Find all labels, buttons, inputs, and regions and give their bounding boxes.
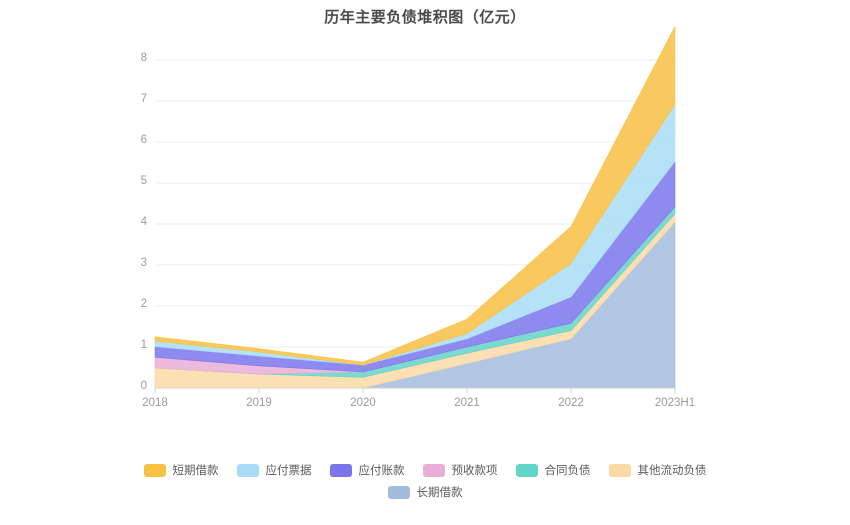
y-axis-tick-label: 0	[140, 380, 147, 392]
chart-plot-area	[154, 26, 676, 393]
legend-swatch-icon	[422, 463, 445, 477]
legend-label: 其他流动负债	[637, 465, 707, 477]
legend-swatch-icon	[387, 485, 410, 499]
legend-item-4[interactable]: 合同负债	[515, 462, 591, 478]
legend-item-6[interactable]: 长期借款	[387, 484, 463, 500]
legend-swatch-icon	[236, 463, 259, 477]
chart-legend: 短期借款 应付票据 应付账款 预收款项 合同负债 其他流动负债长期借款	[0, 462, 850, 500]
legend-item-0[interactable]: 短期借款	[143, 462, 219, 478]
x-axis-tick-label: 2019	[246, 397, 272, 409]
y-axis-tick-label: 4	[140, 216, 147, 228]
area-series-group	[154, 26, 676, 389]
y-axis-tick-label: 3	[140, 257, 147, 269]
y-axis-tick-label: 2	[140, 298, 147, 310]
y-axis-tick-label: 1	[140, 339, 147, 351]
legend-item-3[interactable]: 预收款项	[422, 462, 498, 478]
legend-label: 应付账款	[358, 465, 405, 477]
legend-swatch-icon	[143, 463, 166, 477]
legend-label: 合同负债	[544, 465, 591, 477]
legend-swatch-icon	[608, 463, 631, 477]
legend-item-1[interactable]: 应付票据	[236, 462, 312, 478]
legend-label: 应付票据	[265, 465, 312, 477]
legend-item-2[interactable]: 应付账款	[329, 462, 405, 478]
chart-title: 历年主要负债堆积图（亿元）	[324, 9, 526, 26]
y-axis-tick-label: 8	[140, 52, 147, 64]
legend-label: 短期借款	[172, 465, 219, 477]
x-axis-tick-label: 2021	[454, 397, 480, 409]
y-axis-tick-label: 6	[140, 134, 147, 146]
legend-swatch-icon	[515, 463, 538, 477]
legend-item-5[interactable]: 其他流动负债	[608, 462, 707, 478]
x-axis-tick-label: 2022	[558, 397, 584, 409]
y-axis-tick-label: 7	[140, 93, 147, 105]
legend-label: 预收款项	[451, 465, 498, 477]
x-axis-tick-label: 2018	[142, 397, 168, 409]
axis-lines	[154, 387, 676, 393]
y-axis-tick-label: 5	[140, 175, 147, 187]
legend-swatch-icon	[329, 463, 352, 477]
x-axis-tick-label: 2023H1	[654, 397, 696, 409]
x-axis-tick-label: 2020	[350, 397, 376, 409]
legend-label: 长期借款	[416, 487, 463, 499]
